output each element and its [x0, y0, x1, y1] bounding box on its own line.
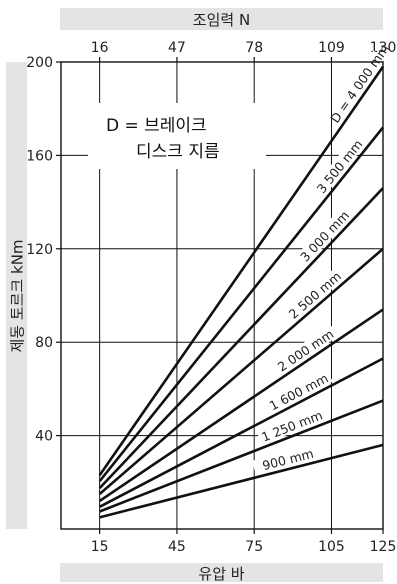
series-line [99, 399, 384, 513]
series-label-background [272, 324, 339, 376]
series-label-background [283, 266, 346, 323]
series-line [98, 65, 385, 477]
top-tick-label: 130 [370, 40, 397, 56]
annotation-line-2: 디스크 지름 [136, 142, 220, 162]
y-tick-label: 160 [26, 148, 53, 164]
annotation-background [88, 103, 266, 169]
series-label-background [295, 205, 354, 267]
series-label: 3 000 mm [297, 208, 352, 265]
series-line [99, 443, 384, 519]
x-tick-label: 15 [91, 539, 109, 555]
x-tick-label: 105 [318, 539, 345, 555]
plot-frame [60, 61, 384, 530]
x-axis-title: 유압 바 [198, 565, 245, 583]
annotation-line-1: D = 브레이크 [106, 116, 207, 136]
series-line [98, 187, 384, 490]
top-axis-title: 조임력 N [192, 11, 251, 29]
series-line [98, 126, 385, 482]
series-line [98, 308, 384, 503]
y-axis-label-band: 제동 토르크 kNm [6, 62, 27, 529]
bottom-axis-label-band: 유압 바 [60, 563, 383, 583]
series-label-background [252, 443, 324, 475]
series-line [99, 357, 384, 508]
series-label-background [311, 134, 367, 198]
x-tick-label: 45 [168, 539, 186, 555]
series-label-background [264, 369, 333, 414]
y-tick-label: 200 [26, 55, 53, 71]
series-label: 3 500 mm [314, 137, 366, 196]
top-axis-label-band: 조임력 N [60, 8, 383, 30]
y-tick-label: 120 [26, 242, 53, 258]
x-tick-label: 75 [245, 539, 263, 555]
y-tick-label: 40 [35, 429, 53, 445]
top-tick-label: 16 [91, 40, 109, 56]
top-tick-label: 47 [168, 40, 186, 56]
series-label: 2 500 mm [286, 268, 344, 321]
x-tick-label: 125 [370, 539, 397, 555]
series-label-background [333, 50, 386, 117]
y-tick-label: 80 [35, 335, 53, 351]
top-tick-label: 78 [245, 40, 263, 56]
top-tick-label: 109 [318, 40, 345, 56]
series-line [98, 247, 384, 495]
series-label-background [256, 406, 327, 445]
